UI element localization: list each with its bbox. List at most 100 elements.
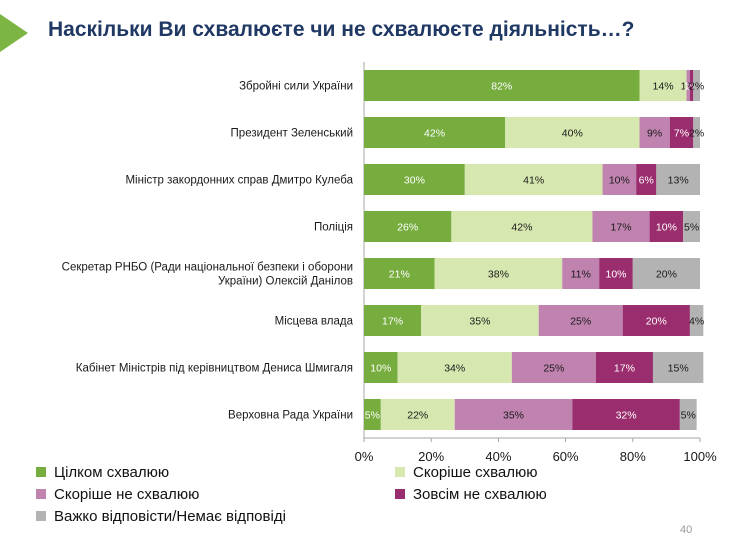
bar-segment-4 bbox=[649, 211, 684, 242]
bar-segment-3 bbox=[562, 258, 600, 289]
data-label: 14% bbox=[653, 81, 674, 93]
legend-label: Зовсім не схвалюю bbox=[413, 486, 547, 503]
bar-segment-1 bbox=[364, 399, 381, 430]
bar-segment-2 bbox=[451, 211, 593, 242]
data-label: 2% bbox=[689, 128, 704, 140]
data-label: 40% bbox=[562, 128, 583, 140]
category-label: Кабінет Міністрів під керівництвом Денис… bbox=[76, 363, 353, 375]
legend-swatch bbox=[36, 467, 46, 477]
legend-item-fully-approve: Цілком схвалюю bbox=[36, 464, 169, 481]
bar-segment-2 bbox=[639, 70, 687, 101]
bar-segment-4 bbox=[622, 305, 690, 336]
data-label: 35% bbox=[469, 316, 490, 328]
bar-segment-2 bbox=[464, 164, 603, 195]
x-tick-label: 40% bbox=[485, 449, 511, 464]
bar-segment-3 bbox=[454, 399, 573, 430]
data-label: 17% bbox=[614, 363, 635, 375]
x-tick-label: 60% bbox=[553, 449, 579, 464]
data-label: 17% bbox=[382, 316, 403, 328]
bar-segment-1 bbox=[364, 117, 506, 148]
data-label: 17% bbox=[611, 222, 632, 234]
data-label: 13% bbox=[668, 175, 689, 187]
bar-segment-3 bbox=[639, 117, 670, 148]
data-label: 20% bbox=[646, 316, 667, 328]
data-label: 41% bbox=[523, 175, 544, 187]
data-label: 10% bbox=[609, 175, 630, 187]
bar-segment-3 bbox=[686, 70, 690, 101]
data-label: 10% bbox=[605, 269, 626, 281]
category-label: Верховна Рада України bbox=[228, 410, 353, 422]
bar-segment-4 bbox=[636, 164, 657, 195]
data-label: 22% bbox=[407, 410, 428, 422]
bar-segment-5 bbox=[632, 258, 700, 289]
legend-swatch bbox=[395, 467, 405, 477]
bar-segment-4 bbox=[595, 352, 653, 383]
bar-segment-1 bbox=[364, 70, 640, 101]
bar-segment-5 bbox=[693, 117, 700, 148]
bar-segment-3 bbox=[602, 164, 637, 195]
legend-item-rather-disapprove: Скоріше не схвалюю bbox=[36, 486, 199, 503]
data-label: 5% bbox=[681, 410, 696, 422]
data-label: 38% bbox=[488, 269, 509, 281]
legend-swatch bbox=[395, 489, 405, 499]
category-label: Міністр закордонних справ Дмитро Кулеба bbox=[125, 175, 353, 187]
data-label: 25% bbox=[570, 316, 591, 328]
bar-segment-2 bbox=[421, 305, 539, 336]
bar-segment-4 bbox=[689, 70, 694, 101]
data-label: 11% bbox=[571, 269, 591, 281]
stacked-bar-chart: Збройні сили України 82% 14% 1%1%2%Президен… bbox=[62, 62, 717, 464]
bar-segment-4 bbox=[572, 399, 680, 430]
data-label: 10% bbox=[656, 222, 677, 234]
bar-segment-2 bbox=[380, 399, 455, 430]
data-label: 25% bbox=[543, 363, 564, 375]
bar-segment-1 bbox=[364, 352, 398, 383]
bar-segment-2 bbox=[505, 117, 640, 148]
category-label: України) Олексій Данілов bbox=[218, 276, 353, 288]
bar-segment-5 bbox=[683, 211, 700, 242]
data-label: 42% bbox=[511, 222, 532, 234]
category-label: Президент Зеленський bbox=[231, 128, 353, 140]
data-label: 30% bbox=[404, 175, 425, 187]
bar-segment-1 bbox=[364, 164, 465, 195]
data-label: 42% bbox=[424, 128, 445, 140]
data-label: 10% bbox=[370, 363, 391, 375]
bar-segment-4 bbox=[669, 117, 694, 148]
x-tick-label: 80% bbox=[620, 449, 646, 464]
page-number: 40 bbox=[680, 524, 693, 536]
bar-segment-1 bbox=[364, 258, 435, 289]
category-label: Секретар РНБО (Ради національної безпеки… bbox=[62, 262, 353, 274]
data-label: 20% bbox=[656, 269, 677, 281]
data-label: 5% bbox=[365, 410, 380, 422]
data-label: 5% bbox=[684, 222, 699, 234]
data-label: 21% bbox=[389, 269, 410, 281]
data-label: 6% bbox=[639, 175, 654, 187]
bar-segment-1 bbox=[364, 305, 422, 336]
legend-label: Скоріше не схвалюю bbox=[54, 486, 200, 503]
bar-segment-4 bbox=[599, 258, 633, 289]
data-label: 7% bbox=[674, 128, 689, 140]
category-label: Збройні сили України bbox=[239, 81, 353, 93]
data-label: 35% bbox=[503, 410, 524, 422]
legend-item-hard-to-say: Важко відповісти/Немає відповіді bbox=[36, 508, 286, 525]
bar-segment-2 bbox=[397, 352, 512, 383]
data-label: 4% bbox=[689, 316, 704, 328]
category-label: Поліція bbox=[314, 222, 353, 234]
data-label: 9% bbox=[647, 128, 662, 140]
bar-segment-5 bbox=[652, 352, 704, 383]
bar-segment-1 bbox=[364, 211, 452, 242]
data-label: 26% bbox=[397, 222, 418, 234]
bar-segment-3 bbox=[538, 305, 623, 336]
bar-segment-3 bbox=[592, 211, 650, 242]
bar-segment-5 bbox=[689, 305, 704, 336]
legend-item-fully-disapprove: Зовсім не схвалюю bbox=[395, 486, 547, 503]
legend-label: Цілком схвалюю bbox=[54, 464, 170, 481]
x-tick-label: 0% bbox=[355, 449, 374, 464]
bar-segment-5 bbox=[693, 70, 700, 101]
data-label: 2% bbox=[689, 81, 704, 93]
legend-swatch bbox=[36, 489, 46, 499]
data-label: 82% bbox=[491, 81, 512, 93]
bar-segment-3 bbox=[511, 352, 596, 383]
category-label: Місцева влада bbox=[275, 316, 354, 328]
bar-segment-5 bbox=[679, 399, 697, 430]
data-label: 34% bbox=[444, 363, 465, 375]
